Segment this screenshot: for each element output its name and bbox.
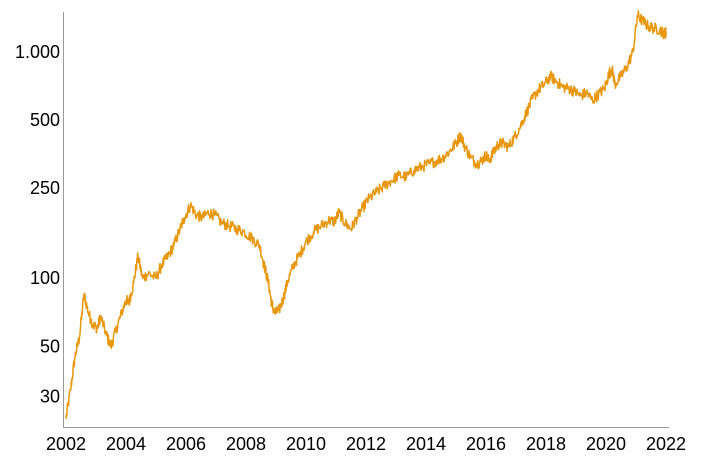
y-tick-label: 1.000: [15, 42, 60, 62]
series-line: [65, 10, 667, 420]
x-tick-label: 2016: [466, 434, 506, 454]
x-tick-label: 2022: [646, 434, 686, 454]
axes: [63, 12, 669, 428]
x-tick-label: 2012: [346, 434, 386, 454]
x-tick-label: 2002: [46, 434, 86, 454]
x-tick-label: 2006: [166, 434, 206, 454]
x-tick-label: 2020: [586, 434, 626, 454]
y-tick-label: 250: [30, 178, 60, 198]
x-tick-label: 2008: [226, 434, 266, 454]
y-tick-label: 30: [40, 387, 60, 407]
y-tick-label: 100: [30, 268, 60, 288]
series: [65, 10, 667, 420]
y-tick-label: 500: [30, 110, 60, 130]
x-tick-label: 2018: [526, 434, 566, 454]
x-tick-labels: 2002 2004 2006 2008 2010 2012 2014 2016 2018 2020…: [46, 434, 686, 454]
x-tick-label: 2004: [106, 434, 146, 454]
x-tick-label: 2010: [286, 434, 326, 454]
y-tick-label: 50: [40, 336, 60, 356]
x-tick-label: 2014: [406, 434, 446, 454]
y-tick-labels: 30 50 100 250 500 1.000: [15, 42, 60, 407]
